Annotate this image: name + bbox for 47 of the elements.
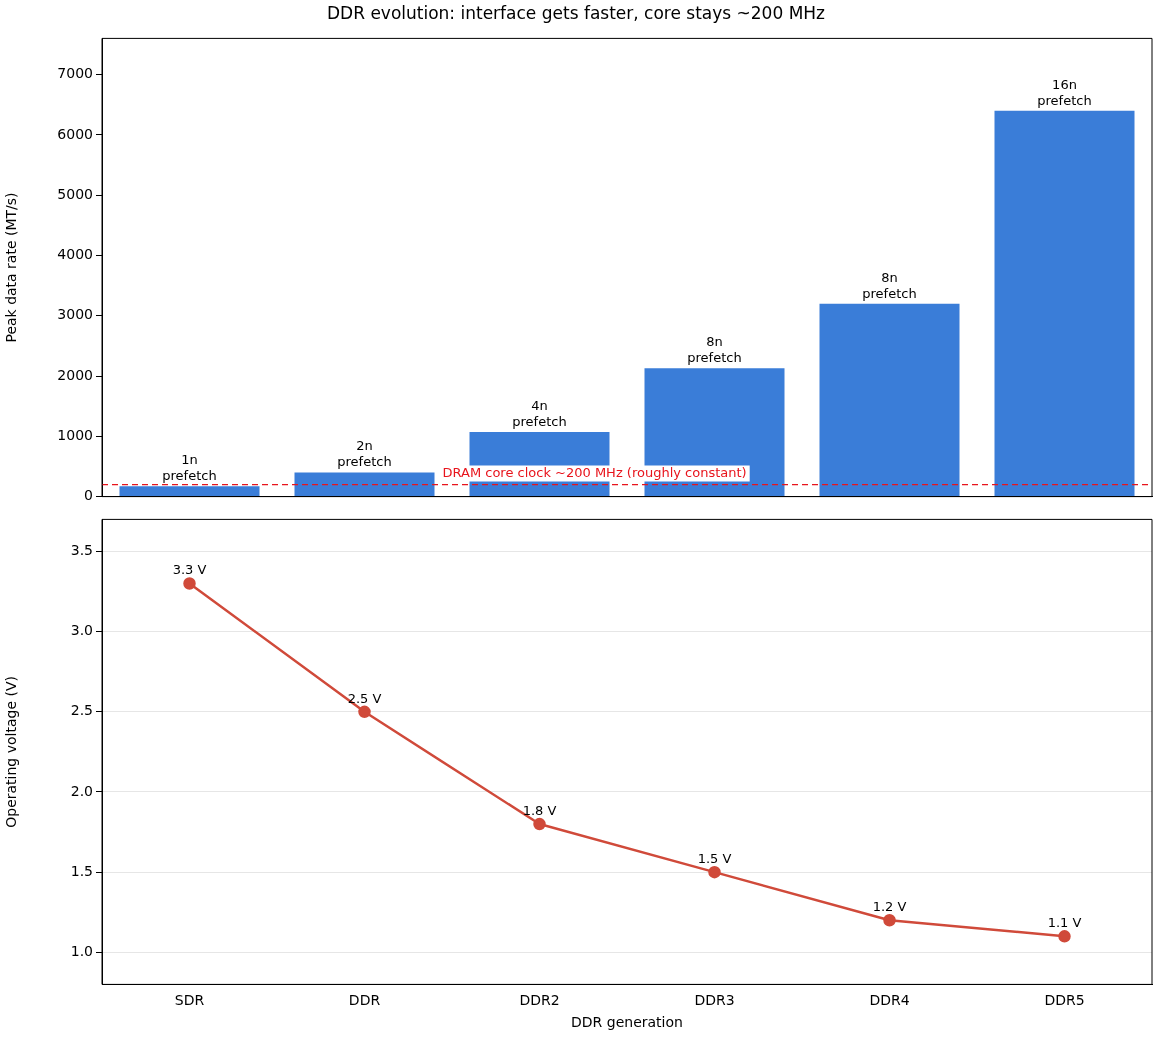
annotation: 4n prefetch — [512, 397, 567, 429]
y-tick-label: 6000 — [57, 125, 93, 142]
point — [183, 577, 196, 590]
y-tick-label: 1000 — [57, 426, 93, 443]
y-tick-label: 7000 — [57, 65, 93, 82]
data-label: 1.1 V — [1047, 915, 1082, 931]
ref-line-label: DRAM core clock ~200 MHz (roughly constant) — [442, 465, 747, 481]
x-axis-title: DDR generation — [571, 1014, 683, 1031]
annotation: 8n prefetch — [687, 334, 742, 366]
y-axis-title: Operating voltage (V) — [3, 676, 20, 828]
bar — [994, 110, 1135, 497]
y-tick-label: 1.5 — [70, 862, 93, 879]
data-label: 1.5 V — [697, 851, 732, 867]
annotation: 16n prefetch — [1037, 76, 1092, 108]
x-tick-label: SDR — [174, 992, 205, 1009]
annotation: 1n prefetch — [162, 452, 217, 484]
x-tick-label: DDR3 — [694, 992, 735, 1009]
bar — [119, 486, 260, 497]
data-label: 3.3 V — [172, 562, 207, 578]
y-tick-label: 4000 — [57, 246, 93, 263]
x-tick-label: DDR4 — [869, 992, 910, 1009]
point — [708, 865, 721, 879]
chart-title: DDR evolution: interface gets faster, core stays ~200 MHz — [326, 2, 826, 23]
data-label: 1.2 V — [872, 899, 907, 915]
x-tick-label: DDR5 — [1044, 992, 1085, 1009]
y-tick-label: 3000 — [57, 306, 93, 323]
point — [533, 817, 546, 831]
data-label: 2.5 V — [347, 690, 382, 706]
y-tick-label: 2.0 — [70, 782, 93, 799]
point — [1058, 930, 1071, 943]
bar — [294, 472, 435, 497]
point — [358, 705, 371, 719]
y-tick-label: 3.0 — [70, 622, 93, 639]
y-tick-label: 2000 — [57, 366, 93, 383]
x-tick-label: DDR — [348, 992, 381, 1009]
data-label: 1.8 V — [522, 802, 557, 818]
y-tick-label: 1.0 — [70, 942, 93, 959]
bar — [819, 303, 960, 497]
annotation: 2n prefetch — [337, 438, 392, 470]
y-axis-title: Peak data rate (MT/s) — [3, 192, 20, 343]
annotation: 8n prefetch — [862, 269, 917, 301]
y-tick-label: 5000 — [57, 185, 93, 202]
y-tick-label: 3.5 — [70, 542, 93, 559]
y-tick-label: 0 — [84, 487, 93, 504]
y-tick-label: 2.5 — [70, 702, 93, 719]
point — [883, 914, 896, 927]
x-tick-label: DDR2 — [519, 992, 560, 1009]
